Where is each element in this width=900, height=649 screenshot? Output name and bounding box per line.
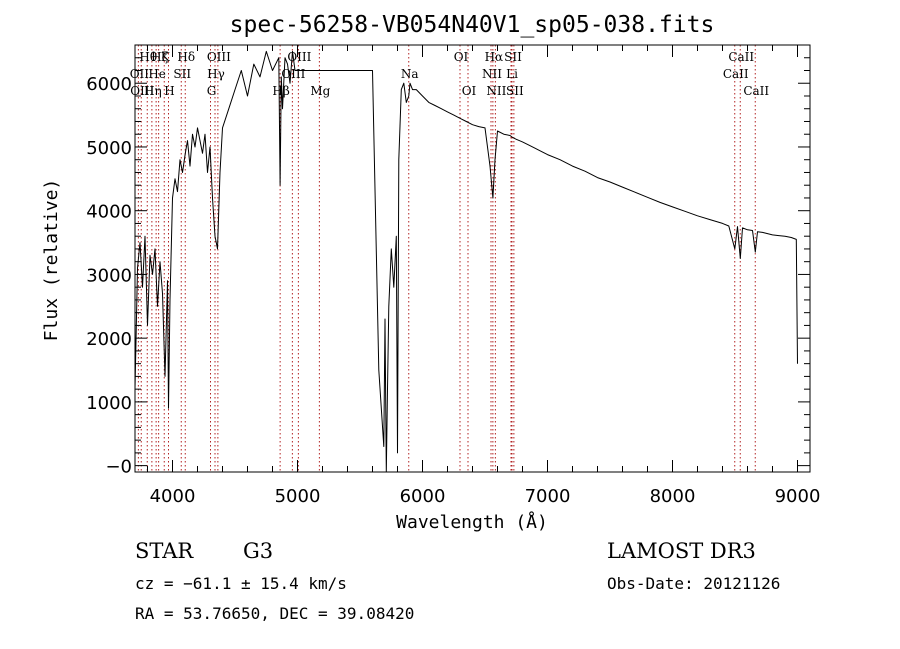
line-marker-label-0: OII [130,67,150,81]
plot-frame [134,44,811,473]
y-tick-label-3000: 3000 [86,265,132,286]
line-marker-label-12: OIII [207,50,231,64]
line-markers [137,45,756,472]
line-marker-label-15: OIII [287,50,311,64]
line-marker-labels: OIIOIIIHθHηHeHζKHSIIHδGHγOIIIHβOIIIOIIIM… [130,50,770,98]
y-tick-label-4000: 4000 [86,202,132,223]
line-marker-label-24: SII [504,50,522,64]
line-marker-label-28: CaII [743,84,769,98]
line-marker-label-2: Hθ [139,50,157,64]
line-marker-label-18: OI [454,50,469,64]
y-tick-label-2000: 2000 [86,329,132,350]
line-marker-label-21: Hα [485,50,504,64]
x-tick-label-7000: 7000 [525,486,571,507]
x-axis-ticks: 4000 5000 6000 7000 8000 9000 [147,45,821,507]
line-marker-label-10: G [207,84,217,98]
line-marker-label-19: OI [462,84,477,98]
observation-date: Obs-Date: 20121126 [607,574,781,593]
series-group [134,50,798,473]
x-tick-label-4000: 4000 [150,486,196,507]
y-tick-label-1000: 1000 [86,393,132,414]
y-axis-label: Flux (relative) [41,179,62,342]
y-tick-label-0: −0 [105,457,132,478]
spectrum-line [134,50,798,473]
redshift-text: cz = −61.1 ± 15.4 km/s [135,574,347,593]
object-class: STAR [135,539,194,563]
line-marker-label-22: NII [486,84,506,98]
line-marker-label-16: Mg [310,84,330,98]
line-marker-label-14: OIII [281,67,305,81]
x-tick-label-9000: 9000 [775,486,821,507]
line-marker-label-3: Hη [144,84,162,98]
chart-title: spec-56258-VB054N40V1_sp05-038.fits [230,12,715,38]
line-marker-label-5: Hζ [151,50,168,64]
x-tick-label-6000: 6000 [400,486,446,507]
spectrum-plot: spec-56258-VB054N40V1_sp05-038.fits OII O… [41,12,821,533]
line-marker-label-26: CaII [723,67,749,81]
y-tick-label-5000: 5000 [86,138,132,159]
line-marker-label-8: SII [173,67,191,81]
line-marker-label-25: SII [506,84,524,98]
y-axis-ticks: −0 1000 2000 3000 4000 5000 6000 [86,57,810,478]
line-marker-label-9: Hδ [177,50,195,64]
line-marker-label-20: NII [482,67,502,81]
object-subclass: G3 [243,539,274,563]
line-marker-label-23: Li [506,67,518,81]
x-axis-label: Wavelength (Å) [396,511,548,533]
x-tick-label-5000: 5000 [275,486,321,507]
line-marker-label-7: H [164,84,174,98]
line-marker-label-1: OIII [130,84,154,98]
y-tick-label-6000: 6000 [86,74,132,95]
coordinates-text: RA = 53.76650, DEC = 39.08420 [135,604,415,623]
line-marker-label-27: CaII [728,50,754,64]
line-marker-label-11: Hγ [207,67,225,81]
line-marker-label-6: K [161,50,171,64]
line-marker-label-4: He [148,67,166,81]
x-tick-label-8000: 8000 [650,486,696,507]
line-marker-label-17: Na [401,67,419,81]
survey-label: LAMOST DR3 [607,539,756,563]
